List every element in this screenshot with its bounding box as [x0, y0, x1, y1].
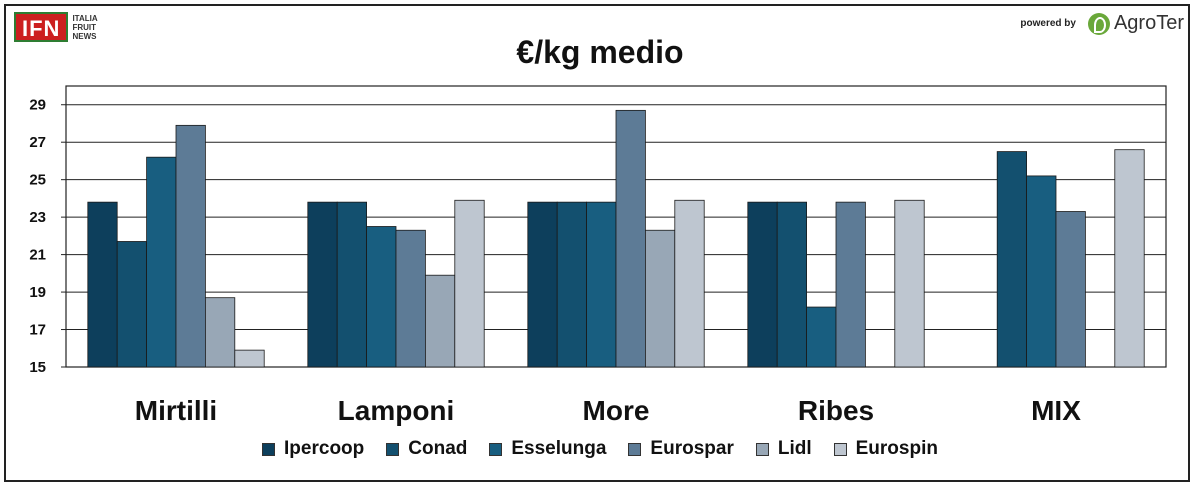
legend-item: Ipercoop [262, 438, 364, 460]
bar [996, 151, 1028, 368]
bar [556, 201, 588, 368]
legend-swatch [755, 442, 769, 456]
bar [395, 229, 426, 368]
legend-label: Conad [408, 438, 468, 459]
y-tick-label: 15 [29, 359, 46, 376]
bar [894, 199, 925, 368]
legend-swatch [386, 442, 400, 456]
bar [336, 201, 368, 368]
bar [424, 274, 456, 368]
ifn-sub-line: NEWS [72, 31, 97, 41]
bar [1026, 175, 1057, 368]
legend-swatch [628, 442, 642, 456]
y-tick-label: 29 [29, 97, 46, 114]
x-category-label: More [583, 395, 650, 426]
legend-label: Lidl [777, 438, 812, 459]
y-tick-label: 27 [29, 134, 46, 151]
ifn-logo: IFN ITALIA FRUIT NEWS [14, 12, 98, 42]
legend-label: Ipercoop [284, 438, 365, 459]
chart-frame [4, 4, 1190, 482]
bar [116, 241, 147, 368]
legend-swatch [833, 442, 847, 456]
bar [615, 109, 646, 368]
bar [454, 199, 485, 368]
y-tick-label: 23 [29, 209, 46, 226]
chart-title: €/kg medio [516, 34, 684, 70]
ifn-sub-line: ITALIA [72, 13, 98, 23]
x-category-label: Ribes [798, 395, 874, 426]
legend-item: Eurospin [833, 438, 938, 460]
bar [146, 156, 177, 368]
legend-item: Conad [386, 438, 467, 460]
bar [87, 201, 118, 368]
bar [366, 226, 397, 368]
bar [776, 201, 808, 368]
legend-label: Eurospin [855, 438, 938, 459]
bar [307, 201, 338, 368]
bar [645, 229, 676, 368]
leaf-icon [1087, 12, 1110, 35]
y-tick-label: 21 [29, 247, 46, 264]
legend-swatch [489, 442, 503, 456]
agroter-brand: AgroTer [1113, 12, 1184, 34]
legend-item: Eurospar [628, 438, 734, 460]
powered-by-label: powered by [1020, 18, 1076, 29]
bar [175, 124, 206, 368]
legend-item: Lidl [755, 438, 812, 460]
ifn-logo-subtext: ITALIA FRUIT NEWS [72, 14, 97, 41]
y-tick-label: 25 [29, 172, 46, 189]
x-category-label: MIX [1031, 395, 1081, 426]
bar [835, 201, 866, 368]
legend-item: Esselunga [489, 438, 606, 460]
bar [747, 201, 778, 368]
chart-legend: Ipercoop Conad Esselunga Eurospar Lidl Eurosp… [0, 438, 1200, 460]
ifn-logo-mark: IFN [14, 12, 69, 42]
legend-label: Eurospar [650, 438, 734, 459]
bar [234, 349, 265, 368]
bar [1055, 211, 1086, 368]
legend-swatch [262, 442, 276, 456]
x-category-label: Lamponi [338, 395, 455, 426]
y-tick-label: 17 [29, 322, 46, 339]
bar [586, 201, 617, 368]
bar [674, 199, 705, 368]
legend-label: Esselunga [511, 438, 607, 459]
x-category-label: Mirtilli [135, 395, 217, 426]
ifn-sub-line: FRUIT [72, 22, 97, 32]
bar [204, 297, 236, 368]
bar [1114, 149, 1145, 368]
bar [806, 306, 837, 368]
agroter-logo: powered by AgroTer [1020, 12, 1184, 35]
y-tick-label: 19 [29, 284, 46, 301]
bar [527, 201, 558, 368]
